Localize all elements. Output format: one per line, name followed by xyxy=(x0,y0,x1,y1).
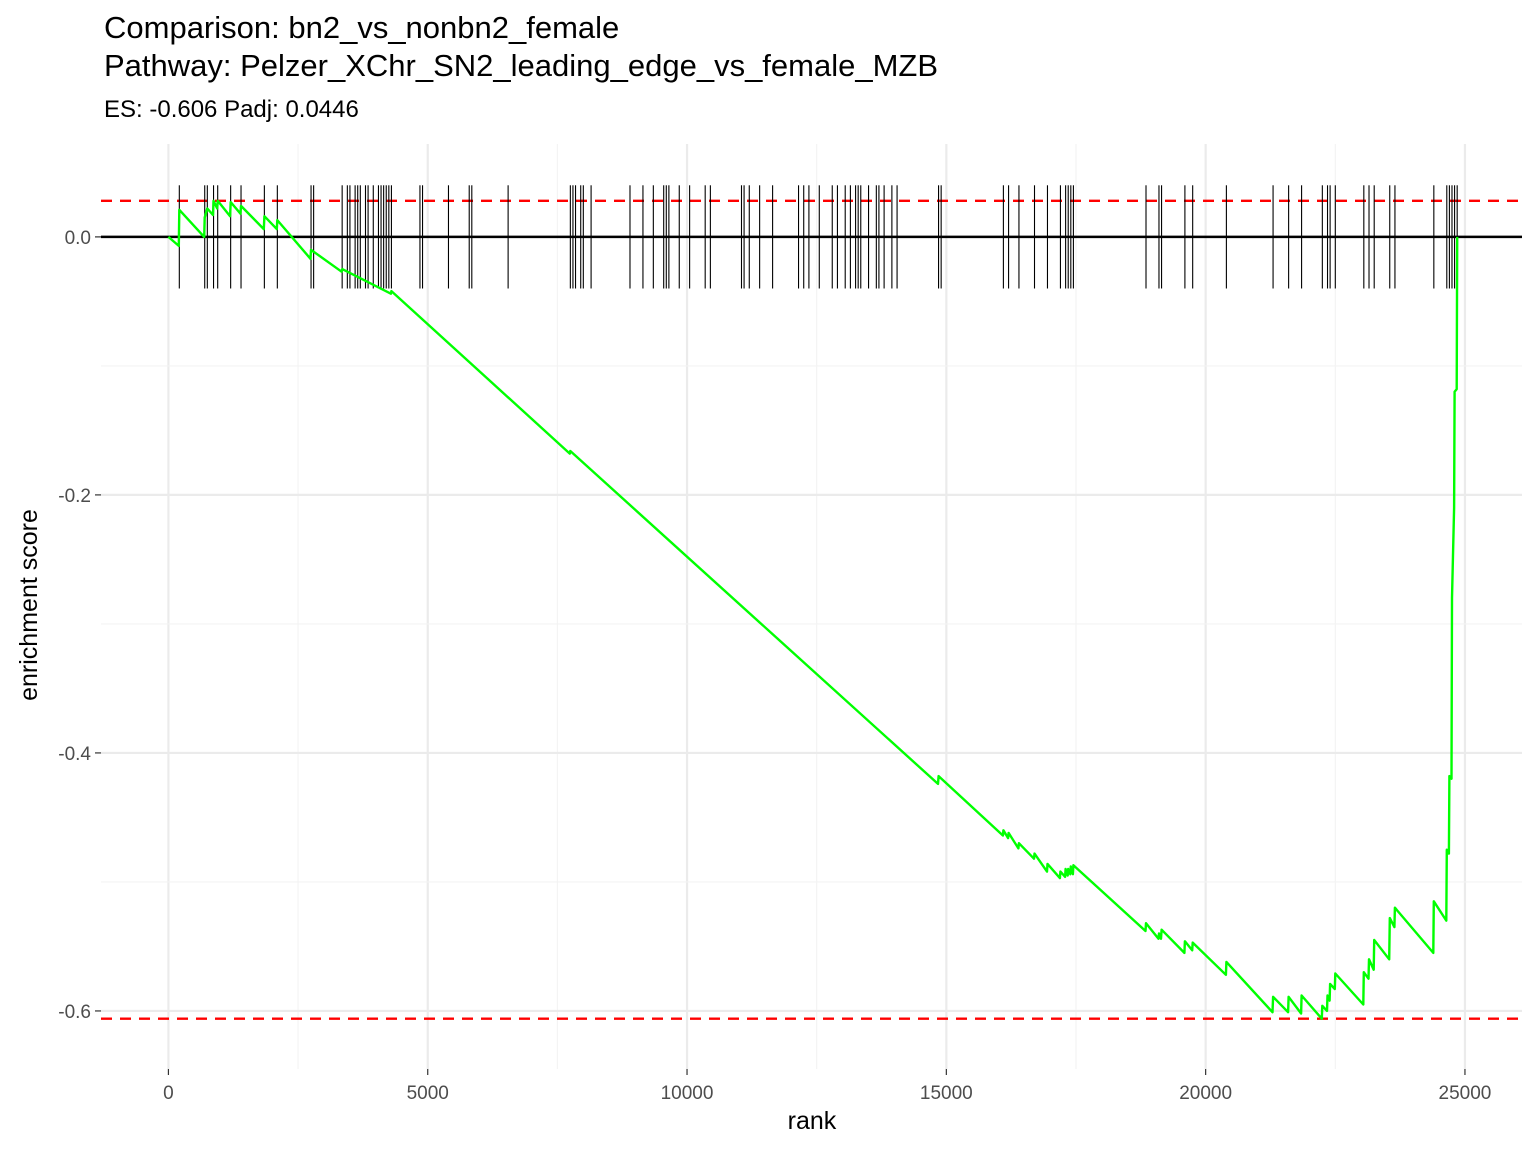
x-tick-label: 0 xyxy=(163,1083,174,1104)
y-tick-label: -0.6 xyxy=(58,1002,91,1023)
y-tick-label: -0.4 xyxy=(58,744,91,765)
x-tick-label: 15000 xyxy=(920,1083,973,1104)
x-tick-label: 20000 xyxy=(1179,1083,1232,1104)
enrichment-line xyxy=(167,199,1459,1020)
x-tick-label: 5000 xyxy=(407,1083,449,1104)
x-axis-title: rank xyxy=(788,1107,837,1135)
grid xyxy=(101,144,1522,1069)
reference-lines xyxy=(101,199,1522,1020)
y-tick-label: -0.2 xyxy=(58,486,91,507)
chart-title-pathway: Pathway: Pelzer_XChr_SN2_leading_edge_vs… xyxy=(104,48,939,83)
tick-labels: 0 5000 10000 15000 20000 25000 0.0 -0.2 -0.4 -0.6 xyxy=(58,228,1491,1104)
series-lines xyxy=(167,199,1459,1020)
y-tick-label: 0.0 xyxy=(65,228,91,249)
y-axis-title: enrichment score xyxy=(15,509,43,701)
x-tick-label: 25000 xyxy=(1439,1083,1492,1104)
x-tick-label: 10000 xyxy=(661,1083,714,1104)
chart-subtitle: ES: -0.606 Padj: 0.0446 xyxy=(104,96,359,123)
hit-bars xyxy=(178,185,1458,289)
chart-title-comparison: Comparison: bn2_vs_nonbn2_female xyxy=(104,10,620,45)
